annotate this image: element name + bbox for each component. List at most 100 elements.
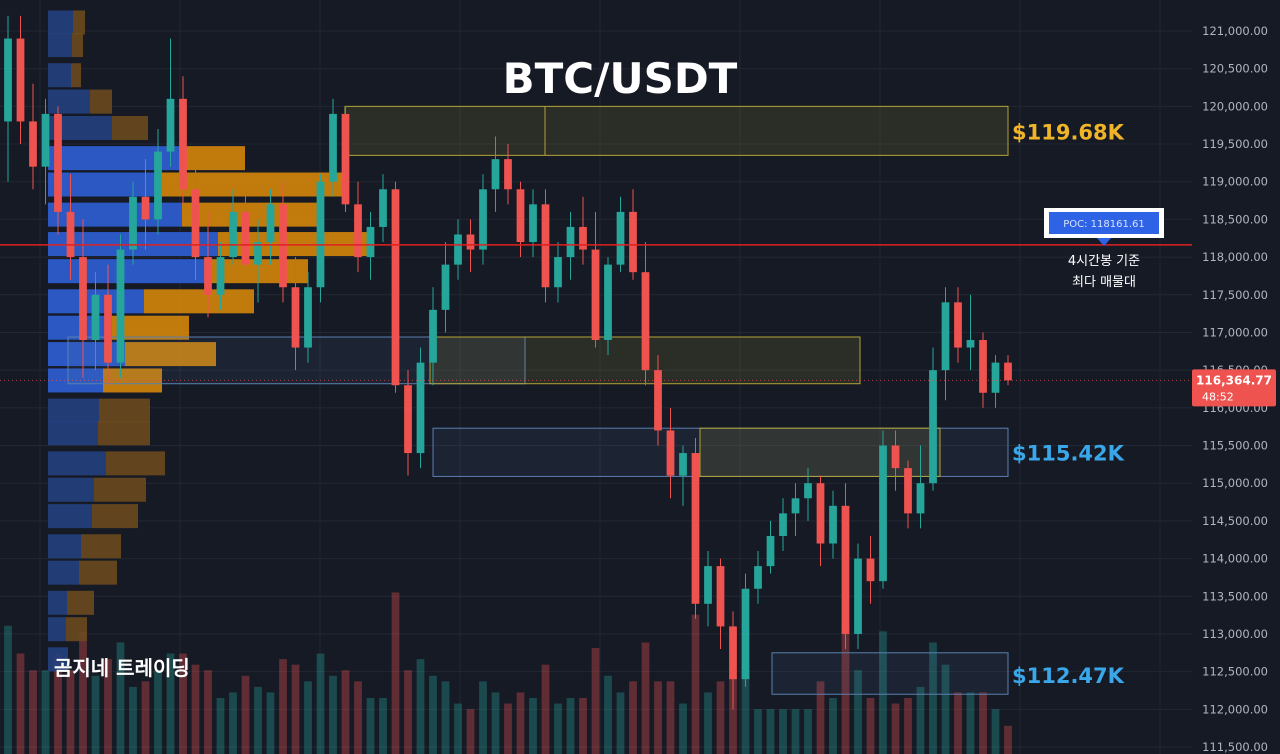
candle-body xyxy=(529,204,537,243)
candle-body xyxy=(879,445,887,582)
volume-bar xyxy=(741,664,750,754)
candle-body xyxy=(379,189,387,227)
candle-body xyxy=(316,181,325,288)
candle-body xyxy=(791,498,800,514)
candles xyxy=(4,15,1012,710)
volume-bar xyxy=(416,659,425,754)
profile-sell-bar xyxy=(73,10,85,35)
axis-tick-label: 115,500.00 xyxy=(1202,439,1268,453)
candle-body xyxy=(641,272,650,371)
volume-bar xyxy=(179,653,187,754)
demand-zone xyxy=(67,336,526,385)
volume-bar xyxy=(629,681,637,754)
candle-body xyxy=(941,302,950,371)
profile-sell-bar xyxy=(92,504,138,529)
candle-body xyxy=(704,566,712,604)
volume-bar xyxy=(829,698,837,754)
axis-tick-label: 114,500.00 xyxy=(1202,514,1268,528)
volume-bar xyxy=(804,709,812,754)
candle-body xyxy=(241,211,250,265)
profile-buy-bar xyxy=(48,451,106,476)
candle-body xyxy=(66,211,75,258)
candle-body xyxy=(891,445,900,469)
volume-bar xyxy=(266,692,275,754)
volume-bar xyxy=(479,681,487,754)
profile-sell-bar xyxy=(112,315,189,340)
candle-body xyxy=(329,113,337,182)
candle-body xyxy=(291,287,300,348)
volume-bar xyxy=(704,692,712,754)
profile-sell-bar xyxy=(81,534,121,559)
volume-bar xyxy=(279,659,287,754)
volume-bar xyxy=(329,675,337,754)
volume-bar xyxy=(879,631,887,754)
candle-body xyxy=(41,113,50,167)
candle-body xyxy=(416,362,425,454)
candle-body xyxy=(1004,362,1012,381)
level-label: $115.42K xyxy=(1012,442,1125,466)
candle-body xyxy=(516,189,525,243)
profile-buy-bar xyxy=(48,617,66,642)
volume-bar xyxy=(654,681,662,754)
candle-body xyxy=(841,505,850,634)
candle-body xyxy=(441,264,450,310)
profile-sell-bar xyxy=(99,398,150,423)
candle-body xyxy=(729,626,737,680)
chart-title: BTC/USDT xyxy=(503,54,738,103)
profile-sell-bar xyxy=(94,477,146,502)
demand-zone xyxy=(771,652,1009,695)
axis-tick-label: 119,500.00 xyxy=(1202,137,1268,151)
profile-buy-bar xyxy=(48,647,68,672)
volume-bar xyxy=(316,653,325,754)
candle-body xyxy=(741,588,750,680)
price-tag-value: 116,364.77 xyxy=(1196,373,1272,387)
volume-bar xyxy=(679,703,687,754)
level-label: $112.47K xyxy=(1012,664,1125,688)
profile-sell-bar xyxy=(144,289,254,314)
volume-bar xyxy=(729,675,737,754)
profile-sell-bar xyxy=(66,617,87,642)
candle-body xyxy=(129,196,137,250)
volume-bar xyxy=(941,664,950,754)
candle-body xyxy=(191,189,200,258)
candle-body xyxy=(454,234,462,265)
candle-body xyxy=(616,211,625,265)
volume-bar xyxy=(79,631,87,754)
volume-bar xyxy=(216,698,225,754)
poc-layer: POC: 118161.61 4시간봉 기준 최다 매물대 xyxy=(0,208,1192,290)
candle-body xyxy=(654,370,662,431)
volume-bar xyxy=(854,670,862,754)
volume-bar xyxy=(404,670,412,754)
candle-body xyxy=(266,204,275,243)
axis-tick-label: 113,000.00 xyxy=(1202,627,1268,641)
candle-body xyxy=(204,257,212,295)
candle-body xyxy=(779,513,787,536)
volume-bar xyxy=(466,709,475,754)
volume-bar xyxy=(141,681,150,754)
profile-buy-bar xyxy=(48,477,94,502)
volume-bar xyxy=(779,709,787,754)
volume-bar xyxy=(541,664,550,754)
price-tag-group: 116,364.77 48:52 xyxy=(0,369,1276,407)
volume-bar xyxy=(191,664,200,754)
candle-body xyxy=(804,483,812,499)
candle-body xyxy=(541,204,550,288)
candle-body xyxy=(229,211,237,258)
candle-body xyxy=(54,113,62,212)
poc-label: POC: 118161.61 xyxy=(1063,219,1145,230)
candle-body xyxy=(979,340,987,393)
profile-sell-bar xyxy=(67,590,94,615)
poc-pointer xyxy=(1097,238,1111,246)
profile-sell-bar xyxy=(79,560,117,585)
profile-buy-bar xyxy=(48,534,81,559)
volume-bar xyxy=(29,670,37,754)
candle-body xyxy=(216,257,225,295)
volume-bar xyxy=(1004,725,1012,754)
volume-bar xyxy=(991,709,1000,754)
axis-tick-label: 121,000.00 xyxy=(1202,24,1268,38)
volume-bar xyxy=(904,698,912,754)
candle-body xyxy=(716,566,725,627)
volume-bar xyxy=(691,614,700,754)
volume-bar xyxy=(366,698,375,754)
